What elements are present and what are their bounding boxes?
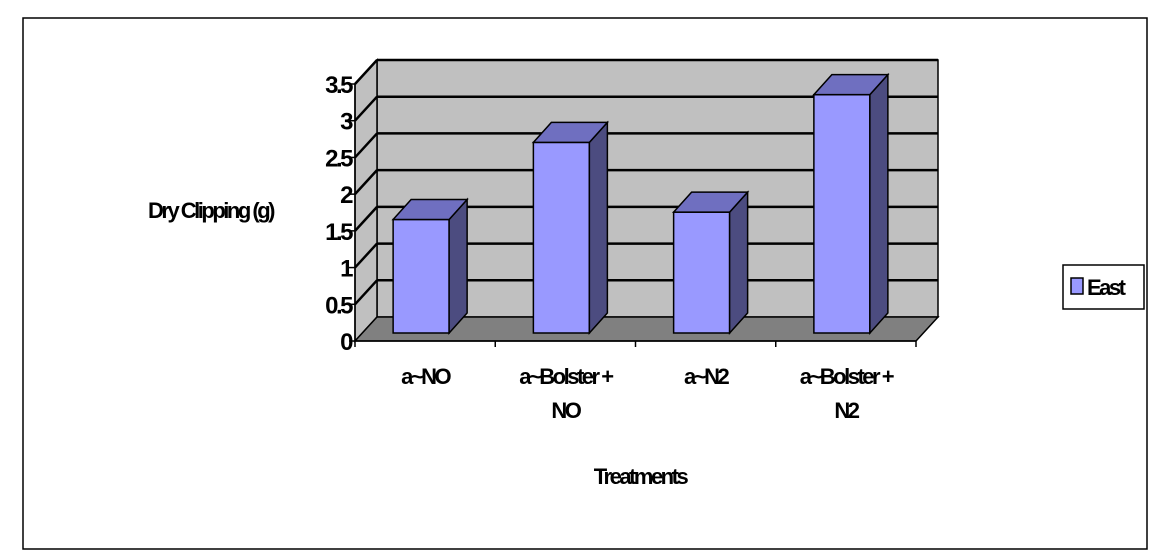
plot-area bbox=[349, 58, 940, 347]
gridline-side bbox=[354, 242, 378, 269]
gridline-side bbox=[354, 279, 378, 306]
gridline-side bbox=[354, 132, 378, 159]
y-axis-title: Dry Clipping (g) bbox=[148, 198, 275, 223]
y-tick-label: 3.5 bbox=[325, 72, 353, 99]
bar-top bbox=[531, 121, 610, 144]
bar-side bbox=[448, 197, 468, 335]
bar-top bbox=[671, 191, 750, 213]
x-category-label: a~N2 bbox=[684, 364, 729, 389]
gridline-side bbox=[354, 59, 378, 85]
y-tick-label: 2.5 bbox=[325, 145, 353, 172]
bar-front bbox=[532, 141, 591, 334]
gridline-side bbox=[354, 95, 378, 122]
bar-side bbox=[728, 190, 749, 335]
legend-swatch-east bbox=[1070, 277, 1084, 295]
bar-side bbox=[869, 72, 889, 335]
x-axis-title: Treatments bbox=[594, 464, 689, 489]
bar-top bbox=[812, 73, 890, 96]
bar-top bbox=[391, 198, 469, 221]
bar bbox=[391, 197, 469, 335]
y-tick-label: 0.5 bbox=[325, 292, 353, 319]
bars bbox=[391, 72, 890, 335]
bar bbox=[812, 72, 890, 335]
bar-front bbox=[813, 93, 871, 334]
x-category-label: a~NO bbox=[401, 364, 451, 389]
x-category-label: a~Bolster + NO bbox=[519, 364, 613, 423]
legend: East bbox=[1062, 264, 1145, 310]
bar-front bbox=[672, 211, 731, 334]
legend-label-east: East bbox=[1087, 275, 1127, 300]
bar-side bbox=[588, 120, 609, 335]
bar bbox=[531, 120, 610, 335]
gridline-side bbox=[354, 206, 378, 232]
gridline-side bbox=[354, 169, 378, 195]
bar-front bbox=[392, 218, 450, 334]
x-category-labels: a~NO a~Bolster + NOa~N2 a~Bolster + N2 bbox=[401, 364, 896, 423]
y-tick-label: 1.5 bbox=[325, 219, 353, 246]
bar bbox=[671, 190, 750, 335]
